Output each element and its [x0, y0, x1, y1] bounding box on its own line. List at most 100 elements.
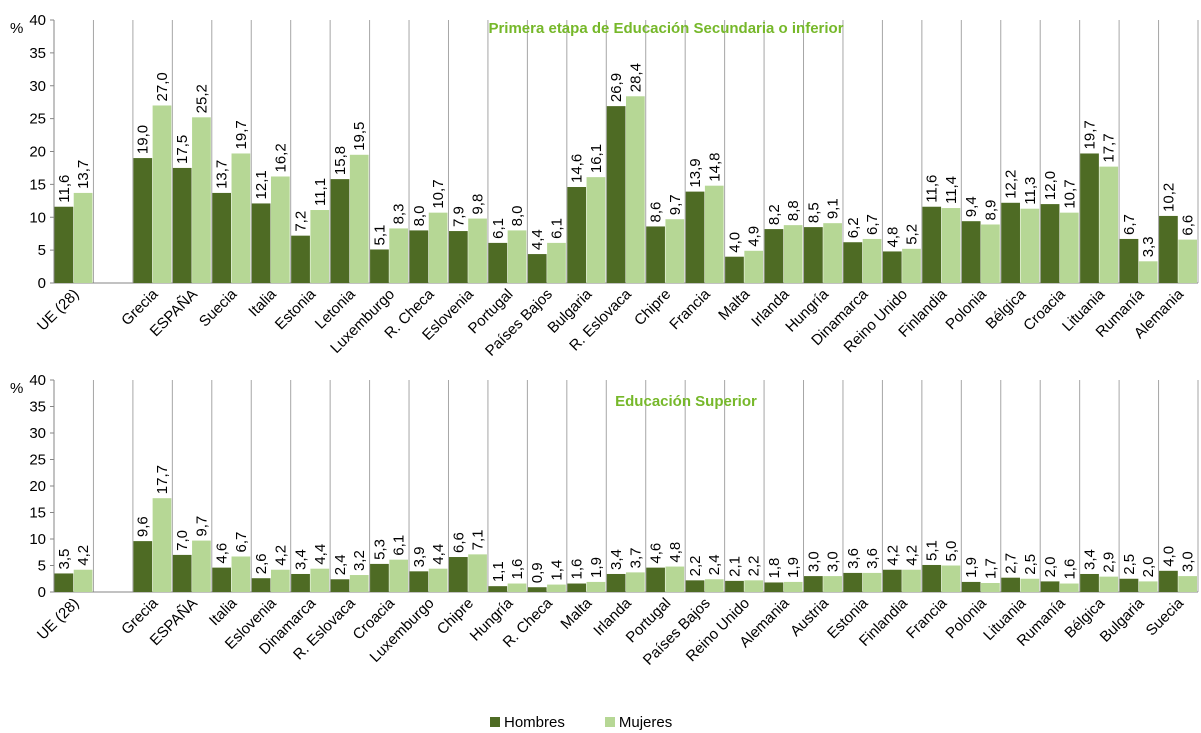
chart1-bar-mujeres [1059, 212, 1079, 283]
chart1-data-label-hombres: 11,6 [924, 175, 941, 203]
chart2-bar-hombres [1080, 573, 1099, 592]
chart1-data-label-mujeres: 8,9 [982, 200, 999, 221]
chart2-y-tick-label: 40 [29, 372, 46, 389]
chart2-data-label-mujeres: 1,9 [588, 557, 605, 578]
chart2-bar-hombres [922, 564, 942, 592]
chart1-data-label-mujeres: 6,6 [1180, 215, 1197, 236]
chart1-bar-mujeres [981, 224, 1000, 283]
chart2-bar-hombres [1040, 581, 1060, 592]
chart1-y-tick-label: 0 [38, 275, 46, 292]
chart2-data-label-hombres: 4,2 [884, 545, 901, 566]
legend: Hombres Mujeres [490, 713, 712, 731]
chart1-data-label-hombres: 17,5 [174, 135, 191, 164]
chart1-y-tick-label: 10 [29, 209, 46, 226]
chart2-bar-hombres [54, 573, 74, 592]
chart1-bar-mujeres [389, 228, 409, 283]
chart2-data-label-mujeres: 3,6 [864, 548, 881, 569]
chart2-bar-mujeres [507, 583, 527, 592]
chart2-y-tick-label: 15 [29, 505, 46, 522]
chart1-bar-hombres [448, 231, 468, 283]
chart2-data-label-mujeres: 6,7 [233, 532, 250, 553]
chart1-data-label-hombres: 8,6 [648, 202, 665, 223]
chart2-data-label-mujeres: 5,0 [943, 541, 960, 562]
chart2-bar-mujeres [783, 581, 803, 592]
chart1-bar-mujeres [744, 250, 764, 283]
chart2-data-label-hombres: 7,0 [174, 530, 191, 551]
chart1-x-tick-label: Estonia [272, 285, 320, 333]
chart2-data-label-hombres: 4,6 [214, 543, 231, 564]
chart2-data-label-mujeres: 2,0 [1140, 557, 1157, 578]
chart1-data-label-mujeres: 27,0 [154, 72, 171, 101]
chart1-data-label-hombres: 4,8 [884, 227, 901, 248]
chart2-data-label-hombres: 3,5 [56, 549, 73, 570]
chart1-y-tick-label: 25 [29, 111, 46, 128]
chart2-bar-hombres [725, 580, 744, 592]
chart1-bar-mujeres [73, 192, 93, 283]
chart1-data-label-mujeres: 10,7 [430, 179, 447, 208]
chart2-bar-mujeres [586, 581, 606, 592]
chart2-bar-hombres [291, 573, 310, 592]
chart1-bar-hombres [606, 106, 626, 283]
chart1-data-label-hombres: 4,0 [726, 232, 743, 253]
chart2-data-label-hombres: 2,1 [726, 556, 743, 577]
chart2-data-label-mujeres: 3,2 [351, 550, 368, 571]
chart1-data-label-hombres: 12,0 [1042, 171, 1059, 200]
chart2-bar-mujeres [310, 568, 330, 592]
chart1-data-label-hombres: 5,1 [371, 225, 388, 246]
chart2-data-label-hombres: 6,6 [450, 532, 467, 553]
chart1-data-label-mujeres: 9,8 [470, 194, 487, 215]
chart2-bar-hombres [370, 563, 389, 592]
chart2-bar-hombres [567, 583, 587, 592]
chart2-data-label-mujeres: 1,6 [509, 559, 526, 580]
chart1-bar-mujeres [783, 225, 803, 283]
chart1-bar-mujeres [270, 176, 290, 283]
chart1-data-label-mujeres: 25,2 [193, 84, 210, 113]
chart2-data-label-hombres: 2,6 [253, 553, 270, 574]
chart2-title: Educación Superior [615, 393, 757, 410]
chart2-data-label-hombres: 3,4 [293, 549, 310, 570]
chart2-data-label-mujeres: 1,9 [785, 557, 802, 578]
chart2-bar-mujeres [862, 572, 882, 592]
chart2-bar-mujeres [941, 565, 961, 592]
chart2-bar-hombres [330, 579, 350, 592]
chart1-data-label-mujeres: 11,1 [312, 178, 329, 206]
chart1-data-label-hombres: 12,2 [1003, 170, 1020, 199]
chart1-bar-mujeres [1178, 239, 1197, 283]
chart2-data-label-hombres: 9,6 [135, 516, 152, 537]
chart2-bar-hombres [409, 571, 429, 592]
chart2-bar-hombres [448, 557, 468, 592]
chart2-bar-hombres [882, 569, 902, 592]
chart1-bar-mujeres [704, 185, 724, 283]
chart1-bar-hombres [172, 167, 192, 283]
chart2-data-label-mujeres: 7,1 [470, 530, 487, 551]
chart2-bar-mujeres [626, 572, 645, 592]
chart1-data-label-hombres: 26,9 [608, 73, 625, 102]
chart2-data-label-hombres: 4,0 [1160, 546, 1177, 567]
chart2-data-label-hombres: 3,4 [608, 549, 625, 570]
chart2-bar-hombres [488, 586, 508, 592]
chart2-data-label-mujeres: 2,2 [746, 555, 763, 576]
chart1-data-label-mujeres: 10,7 [1061, 179, 1078, 208]
chart1-data-label-hombres: 8,5 [805, 202, 822, 223]
chart1-bar-hombres [804, 227, 823, 283]
chart1-bar-hombres [251, 203, 271, 283]
chart2-data-label-mujeres: 4,2 [75, 545, 92, 566]
chart1-title: Primera etapa de Educación Secundaria o … [488, 20, 843, 37]
chart1-bar-mujeres [152, 105, 172, 283]
chart2-data-label-hombres: 0,9 [529, 562, 546, 583]
chart2-bar-hombres [1119, 578, 1139, 592]
chart1-bar-hombres [922, 206, 942, 283]
chart1-data-label-hombres: 6,1 [490, 218, 507, 239]
chart1-y-tick-label: 5 [38, 242, 46, 259]
chart1-data-label-mujeres: 16,1 [588, 144, 605, 173]
chart1-data-label-hombres: 7,9 [450, 206, 467, 227]
chart1-x-tick-label: Suecia [196, 285, 241, 330]
chart1-bar-hombres [843, 242, 863, 283]
chart2-y-tick-label: 35 [29, 399, 46, 416]
chart1-y-tick-label: 40 [29, 12, 46, 29]
chart1-y-axis-label: % [10, 20, 23, 37]
chart1-data-label-mujeres: 6,1 [548, 218, 565, 239]
chart1-bar-hombres [685, 191, 705, 283]
chart1-data-label-mujeres: 28,4 [627, 63, 644, 92]
